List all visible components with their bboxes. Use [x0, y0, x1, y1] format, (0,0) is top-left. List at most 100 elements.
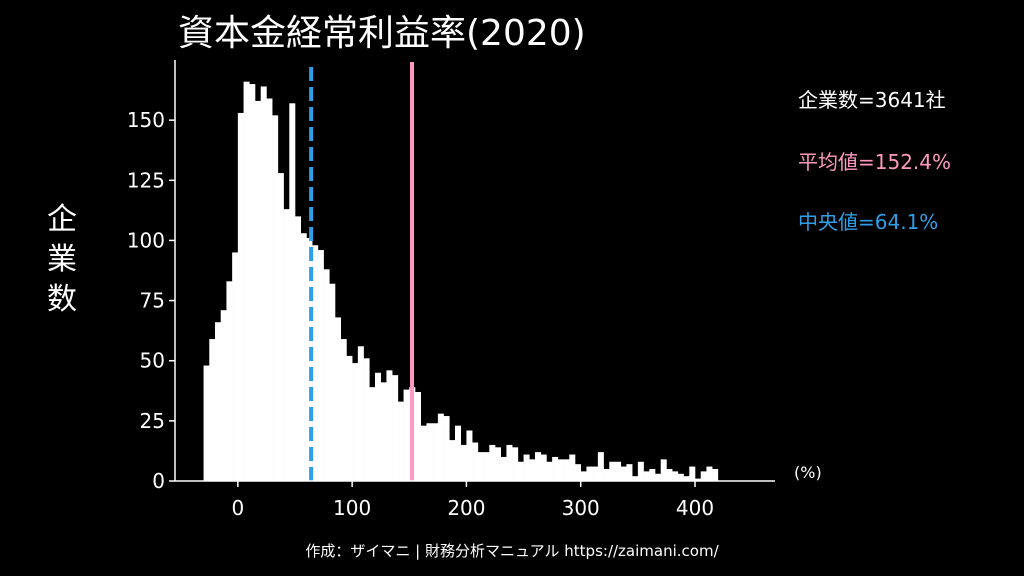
- x-tick-label: 0: [231, 496, 244, 520]
- histogram-bar: [335, 317, 342, 481]
- histogram-bar: [540, 454, 547, 481]
- histogram-bar: [443, 416, 450, 481]
- x-tick-label: 100: [333, 496, 371, 520]
- y-tick-label: 50: [140, 349, 165, 373]
- histogram-bar: [655, 473, 662, 481]
- x-axis-unit: (%): [794, 463, 822, 482]
- histogram-bar: [357, 346, 364, 481]
- histogram-bar: [603, 468, 610, 481]
- histogram-bar: [277, 173, 284, 481]
- histogram-bar: [477, 452, 484, 481]
- histogram-bar: [535, 452, 542, 481]
- histogram-bar: [220, 310, 227, 481]
- histogram-bar: [649, 468, 656, 481]
- histogram-bar: [683, 476, 690, 481]
- chart-title: 資本金経常利益率(2020): [178, 13, 586, 54]
- histogram-bar: [420, 425, 427, 481]
- histogram-bar: [689, 466, 696, 481]
- histogram-bar: [255, 100, 262, 481]
- y-axis-label-char-1: 企: [47, 202, 77, 237]
- histogram-bar: [243, 81, 250, 481]
- histogram-bar: [392, 375, 399, 481]
- histogram-bar: [666, 468, 673, 481]
- histogram-bar: [563, 459, 570, 481]
- mean-label: 平均値=152.4%: [798, 150, 952, 174]
- histogram-bar: [237, 112, 244, 481]
- histogram-bar: [323, 269, 330, 481]
- histogram-bar: [500, 456, 507, 481]
- y-axis-label-char-3: 数: [47, 282, 77, 317]
- histogram-bar: [386, 370, 393, 481]
- histogram-bar: [260, 86, 267, 481]
- histogram-bar: [329, 283, 336, 481]
- histogram-bar: [295, 216, 302, 481]
- histogram-bar: [232, 252, 239, 481]
- histogram-bar: [215, 322, 222, 481]
- histogram-bar: [677, 473, 684, 481]
- histogram-bar: [495, 447, 502, 481]
- histogram-bar: [483, 452, 490, 481]
- histogram-bar: [523, 454, 530, 481]
- histogram-bar: [706, 466, 713, 481]
- histogram-bar: [209, 339, 216, 481]
- y-tick-label: 25: [140, 409, 165, 433]
- histogram-bar: [472, 442, 479, 481]
- histogram-bar: [466, 430, 473, 481]
- histogram-bar: [695, 478, 702, 481]
- y-tick-label: 100: [127, 228, 165, 252]
- histogram-bar: [226, 281, 233, 481]
- histogram-bar: [609, 461, 616, 481]
- y-tick-label: 0: [152, 469, 165, 493]
- y-axis-label: 企 業 数: [42, 200, 82, 320]
- median-label: 中央値=64.1%: [798, 210, 939, 234]
- histogram-bar: [449, 440, 456, 481]
- histogram-bar: [580, 471, 587, 481]
- histogram-bar: [346, 355, 353, 481]
- histogram-bar: [557, 459, 564, 481]
- histogram-bar: [289, 103, 296, 481]
- histogram-bar: [620, 466, 627, 481]
- histogram-bar: [529, 459, 536, 481]
- x-tick-label: 400: [676, 496, 714, 520]
- histogram-bar: [592, 466, 599, 481]
- histogram-bar: [460, 444, 467, 481]
- histogram-bar: [575, 464, 582, 481]
- histogram-bar: [660, 459, 667, 481]
- histogram-bar: [340, 339, 347, 481]
- histogram-bar: [586, 466, 593, 481]
- histogram-bar: [615, 461, 622, 481]
- histogram-bar: [546, 461, 553, 481]
- histogram-bar: [300, 233, 307, 481]
- x-tick-label: 200: [447, 496, 485, 520]
- y-tick-label: 75: [140, 289, 165, 313]
- histogram-bar: [643, 471, 650, 481]
- histogram-bar: [397, 401, 404, 481]
- y-axis-label-char-2: 業: [47, 242, 77, 277]
- histogram-bar: [672, 471, 679, 481]
- histogram-bar: [552, 456, 559, 481]
- histogram-bar: [437, 413, 444, 481]
- histogram-bar: [272, 115, 279, 482]
- histogram-bar: [403, 389, 410, 481]
- histogram-bar: [363, 358, 370, 481]
- histogram-bar: [317, 250, 324, 481]
- histogram-bar: [597, 452, 604, 481]
- histogram-bar: [637, 461, 644, 481]
- histogram-bar: [283, 209, 290, 481]
- histogram-bar: [712, 468, 719, 481]
- y-tick-label: 150: [127, 108, 165, 132]
- histogram-bar: [626, 464, 633, 481]
- histogram-bar: [512, 447, 519, 481]
- histogram-bar: [249, 84, 256, 482]
- histogram-bar: [266, 98, 273, 482]
- histogram-bar: [569, 454, 576, 481]
- histogram-bar: [632, 476, 639, 481]
- histogram-bar: [506, 444, 513, 481]
- histogram-bar: [700, 471, 707, 481]
- histogram-bar: [352, 363, 359, 481]
- histogram-bar: [517, 461, 524, 481]
- histogram-bar: [203, 365, 210, 481]
- histogram-bar: [455, 425, 462, 481]
- y-tick-label: 125: [127, 168, 165, 192]
